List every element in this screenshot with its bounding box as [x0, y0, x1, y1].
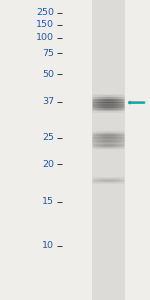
- Text: 100: 100: [36, 33, 54, 42]
- Text: 75: 75: [42, 49, 54, 58]
- Text: 25: 25: [42, 134, 54, 142]
- Text: 150: 150: [36, 20, 54, 29]
- Text: 15: 15: [42, 197, 54, 206]
- Text: 50: 50: [42, 70, 54, 79]
- Text: 37: 37: [42, 98, 54, 106]
- Bar: [92, 0, 124, 300]
- Text: 10: 10: [42, 242, 54, 250]
- Text: 20: 20: [42, 160, 54, 169]
- Text: 250: 250: [36, 8, 54, 17]
